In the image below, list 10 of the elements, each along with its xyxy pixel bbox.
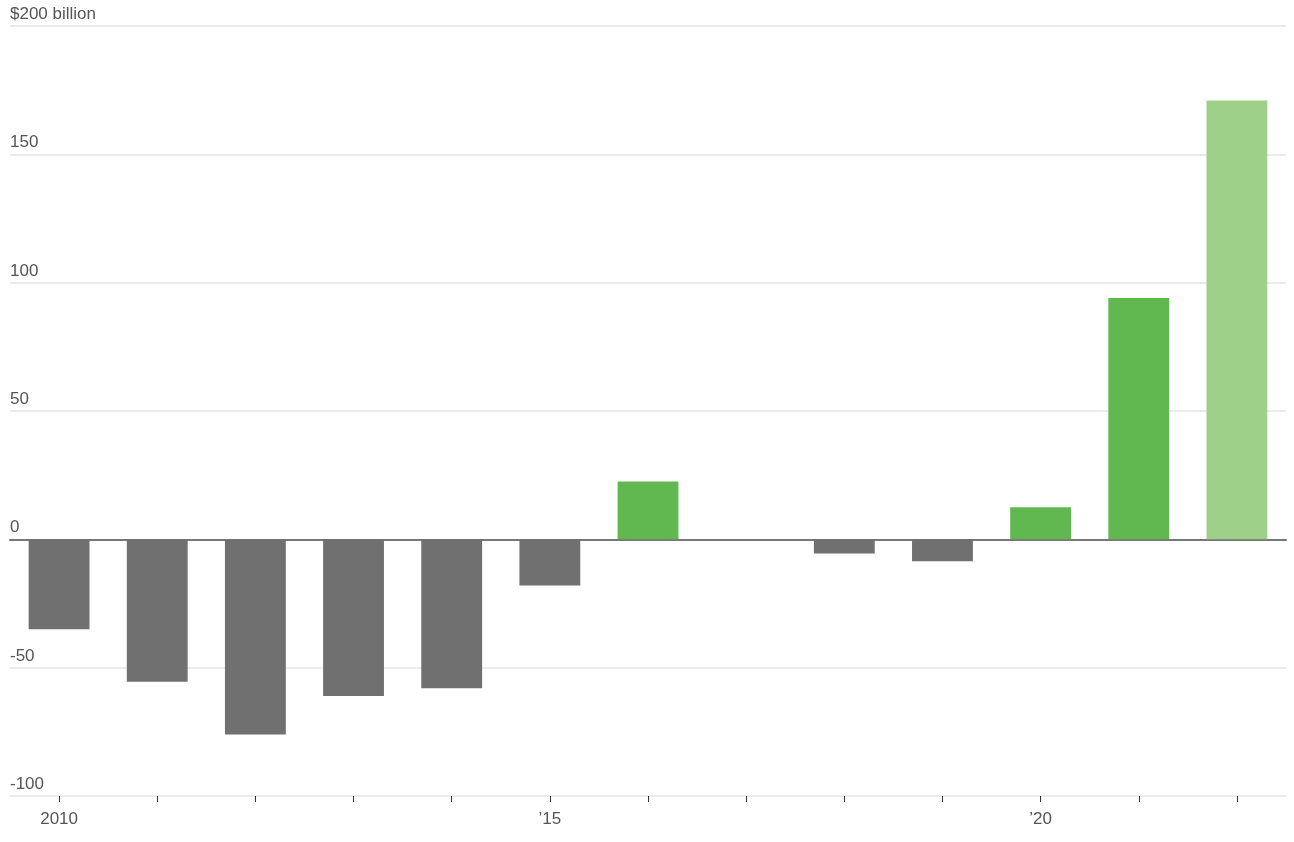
x-tick-label: ’15 <box>538 809 562 828</box>
y-tick-label: 150 <box>10 132 39 152</box>
y-tick-label: -50 <box>10 645 35 665</box>
y-tick-label: 100 <box>10 260 39 280</box>
y-tick-label: $200 billion <box>10 4 97 23</box>
y-tick-label: -100 <box>10 774 45 793</box>
y-tick-label: 0 <box>10 517 20 537</box>
x-tick-label: ’20 <box>1029 809 1052 828</box>
x-tick-label: 2010 <box>40 809 78 828</box>
y-tick-label: 50 <box>10 389 29 408</box>
